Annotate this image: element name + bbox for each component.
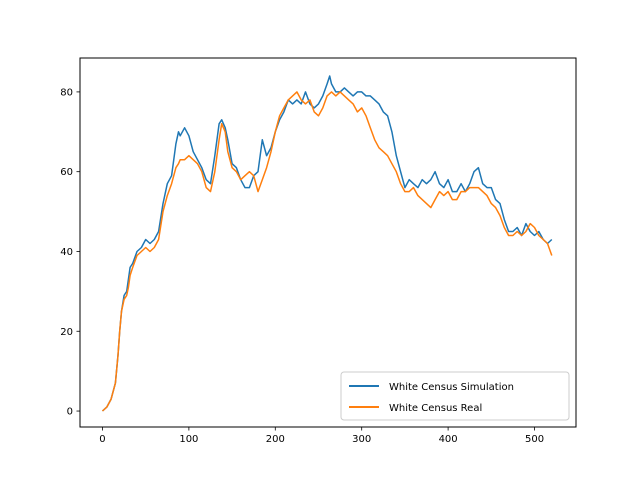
legend-box [340, 371, 570, 421]
x-axis: 0 100 200 300 400 500 [99, 427, 544, 445]
series-line-simulation [101, 75, 553, 412]
x-tick-label: 400 [439, 434, 458, 445]
legend-label-real: White Census Real [389, 403, 482, 414]
y-tick-label: 60 [60, 167, 73, 178]
x-tick-label: 0 [99, 434, 105, 445]
legend: White Census Simulation White Census Rea… [340, 371, 570, 421]
plot-frame [79, 57, 577, 428]
series-layer [101, 75, 553, 412]
x-tick-label: 200 [266, 434, 285, 445]
y-tick-label: 80 [60, 87, 73, 98]
x-tick-label: 300 [352, 434, 371, 445]
y-tick-label: 40 [60, 247, 73, 258]
x-tick-label: 100 [179, 434, 198, 445]
y-axis: 0 20 40 60 80 [60, 87, 80, 418]
y-tick-label: 0 [67, 407, 73, 418]
series-line-real [101, 91, 553, 412]
y-tick-label: 20 [60, 327, 73, 338]
x-tick-label: 500 [525, 434, 544, 445]
legend-label-simulation: White Census Simulation [389, 382, 514, 393]
